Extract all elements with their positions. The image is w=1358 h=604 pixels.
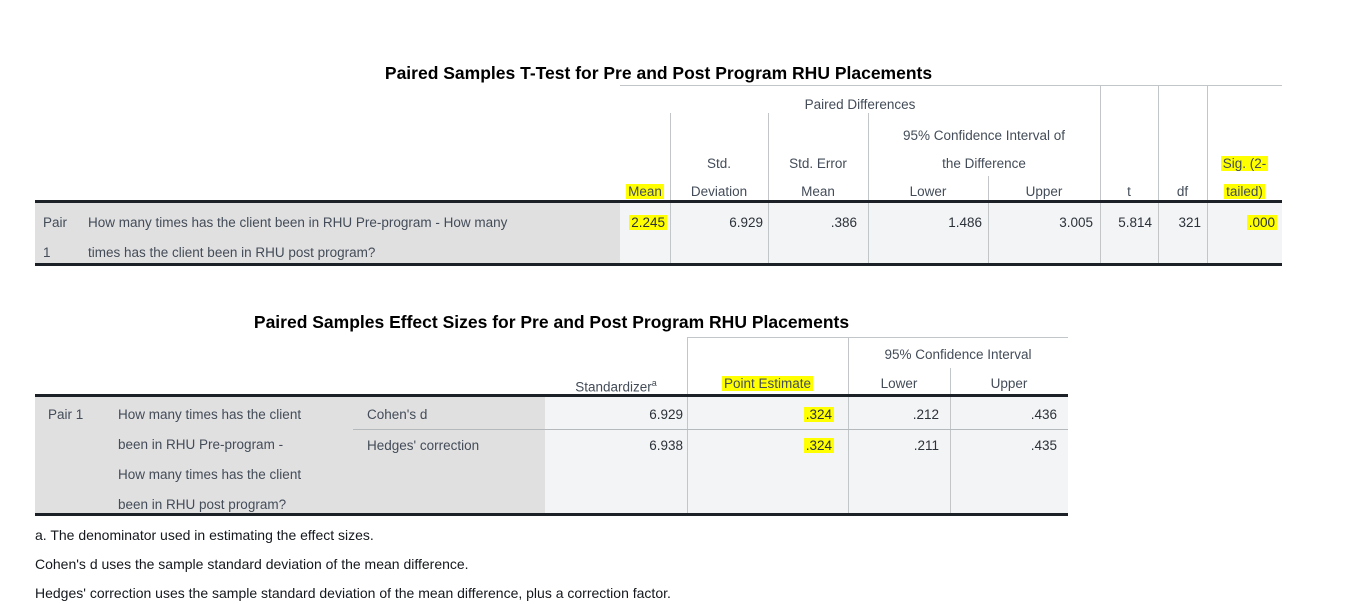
- footnote-cohens: Cohen's d uses the sample standard devia…: [35, 556, 469, 572]
- ttest-body-rule: [1100, 203, 1101, 263]
- ttest-header-stderr-line1: Std. Error: [789, 156, 847, 171]
- ttest-group-header: Paired Differences: [804, 97, 916, 112]
- highlight-hedges-point-estimate: .324: [803, 438, 834, 453]
- ttest-cell-t: 5.814: [1118, 215, 1152, 230]
- ttest-body-rule: [1158, 203, 1159, 263]
- footnote-hedges: Hedges' correction uses the sample stand…: [35, 585, 671, 601]
- ttest-col-rule: [1207, 85, 1208, 200]
- highlight-point-estimate-header: Point Estimate: [721, 376, 814, 391]
- ttest-header-t: t: [1127, 184, 1131, 199]
- ttest-cell-ci-lower: 1.486: [948, 215, 982, 230]
- ttest-bottom-frame: [35, 263, 1282, 266]
- ttest-cell-std-deviation: 6.929: [729, 215, 763, 230]
- ttest-rowlabel-bg: [35, 203, 620, 263]
- ttest-ci-header-line1: 95% Confidence Interval of: [902, 128, 1066, 143]
- effect-table-title: Paired Samples Effect Sizes for Pre and …: [253, 312, 850, 332]
- effect-row-label-cohens-d: Cohen's d: [367, 407, 428, 422]
- ttest-body-rule: [670, 203, 671, 263]
- effect-body-rule: [848, 397, 849, 513]
- ttest-cell-sig: .000: [1208, 214, 1277, 231]
- effect-pair-label: Pair 1: [48, 407, 84, 422]
- ttest-cell-std-error-mean: .386: [830, 215, 857, 230]
- effect-cell-hedges-lower: .211: [913, 438, 939, 453]
- ttest-col-rule: [670, 113, 671, 200]
- effect-row-label-hedges: Hedges' correction: [367, 438, 480, 453]
- effect-body-rule: [687, 397, 688, 513]
- ttest-col-rule: [1100, 85, 1101, 200]
- effect-cell-cohens-point-estimate: .324: [687, 406, 834, 423]
- ttest-body-rule: [1207, 203, 1208, 263]
- ttest-cell-df: 321: [1178, 215, 1201, 230]
- ttest-pair-label-line1: Pair: [43, 215, 68, 230]
- ttest-body-rule: [768, 203, 769, 263]
- ttest-header-mean: Mean: [620, 183, 670, 200]
- highlight-mean-value: 2.245: [629, 215, 667, 230]
- effect-cell-hedges-point-estimate: .324: [687, 437, 834, 454]
- ttest-header-df: df: [1176, 184, 1189, 199]
- effect-cell-cohens-standardizer: 6.929: [649, 407, 683, 422]
- ttest-col-rule: [868, 113, 869, 200]
- ttest-header-frame: [35, 200, 1282, 203]
- effect-header-standardizer: Standardizera: [545, 375, 687, 396]
- effect-header-frame: [35, 394, 1068, 397]
- ttest-variable-desc-line1: How many times has the client been in RH…: [88, 215, 508, 230]
- effect-variable-desc-line4: been in RHU post program?: [118, 497, 287, 512]
- effect-body-rule: [950, 397, 951, 513]
- ttest-top-rule: [620, 85, 1282, 86]
- ttest-header-upper: Upper: [1025, 184, 1063, 199]
- effect-header-upper: Upper: [990, 376, 1028, 391]
- highlight-cohens-point-estimate: .324: [803, 407, 834, 422]
- standardizer-label: Standardizer: [575, 379, 652, 395]
- ttest-header-stddev-line1: Std.: [706, 156, 731, 171]
- effect-cell-cohens-lower: .212: [912, 407, 939, 422]
- effect-rowlabel-bg: [35, 397, 545, 513]
- highlight-mean-header: Mean: [626, 184, 664, 199]
- effect-variable-desc-line2: been in RHU Pre-program -: [118, 437, 284, 452]
- ttest-header-sig-line1: Sig. (2-: [1207, 155, 1282, 172]
- effect-header-lower: Lower: [880, 376, 918, 391]
- ttest-header-lower: Lower: [909, 184, 947, 199]
- ttest-body-rule: [988, 203, 989, 263]
- effect-variable-desc-line3: How many times has the client: [118, 467, 302, 482]
- effect-header-point-estimate: Point Estimate: [687, 375, 848, 392]
- footnote-a: a. The denominator used in estimating th…: [35, 527, 374, 543]
- ttest-col-rule: [1158, 85, 1159, 200]
- effect-ci-group-header: 95% Confidence Interval: [884, 347, 1032, 362]
- highlight-sig-header-line2: tailed): [1224, 184, 1265, 199]
- effect-bottom-frame: [35, 513, 1068, 516]
- standardizer-footnote-marker: a: [651, 378, 657, 388]
- highlight-sig-header-line1: Sig. (2-: [1220, 156, 1269, 171]
- effect-row-divider: [353, 429, 1068, 430]
- ttest-header-stderr-line2: Mean: [801, 184, 835, 199]
- ttest-cell-mean: 2.245: [620, 214, 667, 231]
- ttest-col-rule: [988, 176, 989, 200]
- ttest-cell-ci-upper: 3.005: [1059, 215, 1093, 230]
- highlight-sig-value: .000: [1246, 215, 1277, 230]
- ttest-variable-desc-line2: times has the client been in RHU post pr…: [88, 245, 376, 260]
- ttest-body-rule: [868, 203, 869, 263]
- ttest-ci-header-line2: the Difference: [942, 156, 1026, 171]
- ttest-header-stddev-line2: Deviation: [690, 184, 748, 199]
- ttest-values-bg: [620, 203, 1282, 263]
- effect-cell-hedges-upper: .435: [1030, 438, 1057, 453]
- ttest-col-rule: [768, 113, 769, 200]
- effect-cell-hedges-standardizer: 6.938: [649, 438, 683, 453]
- effect-top-rule: [687, 337, 1068, 338]
- effect-cell-cohens-upper: .436: [1030, 407, 1057, 422]
- ttest-header-sig-line2: tailed): [1207, 183, 1282, 200]
- ttest-pair-label-line2: 1: [43, 245, 51, 260]
- effect-variable-desc-line1: How many times has the client: [118, 407, 302, 422]
- ttest-table-title: Paired Samples T-Test for Pre and Post P…: [384, 63, 933, 83]
